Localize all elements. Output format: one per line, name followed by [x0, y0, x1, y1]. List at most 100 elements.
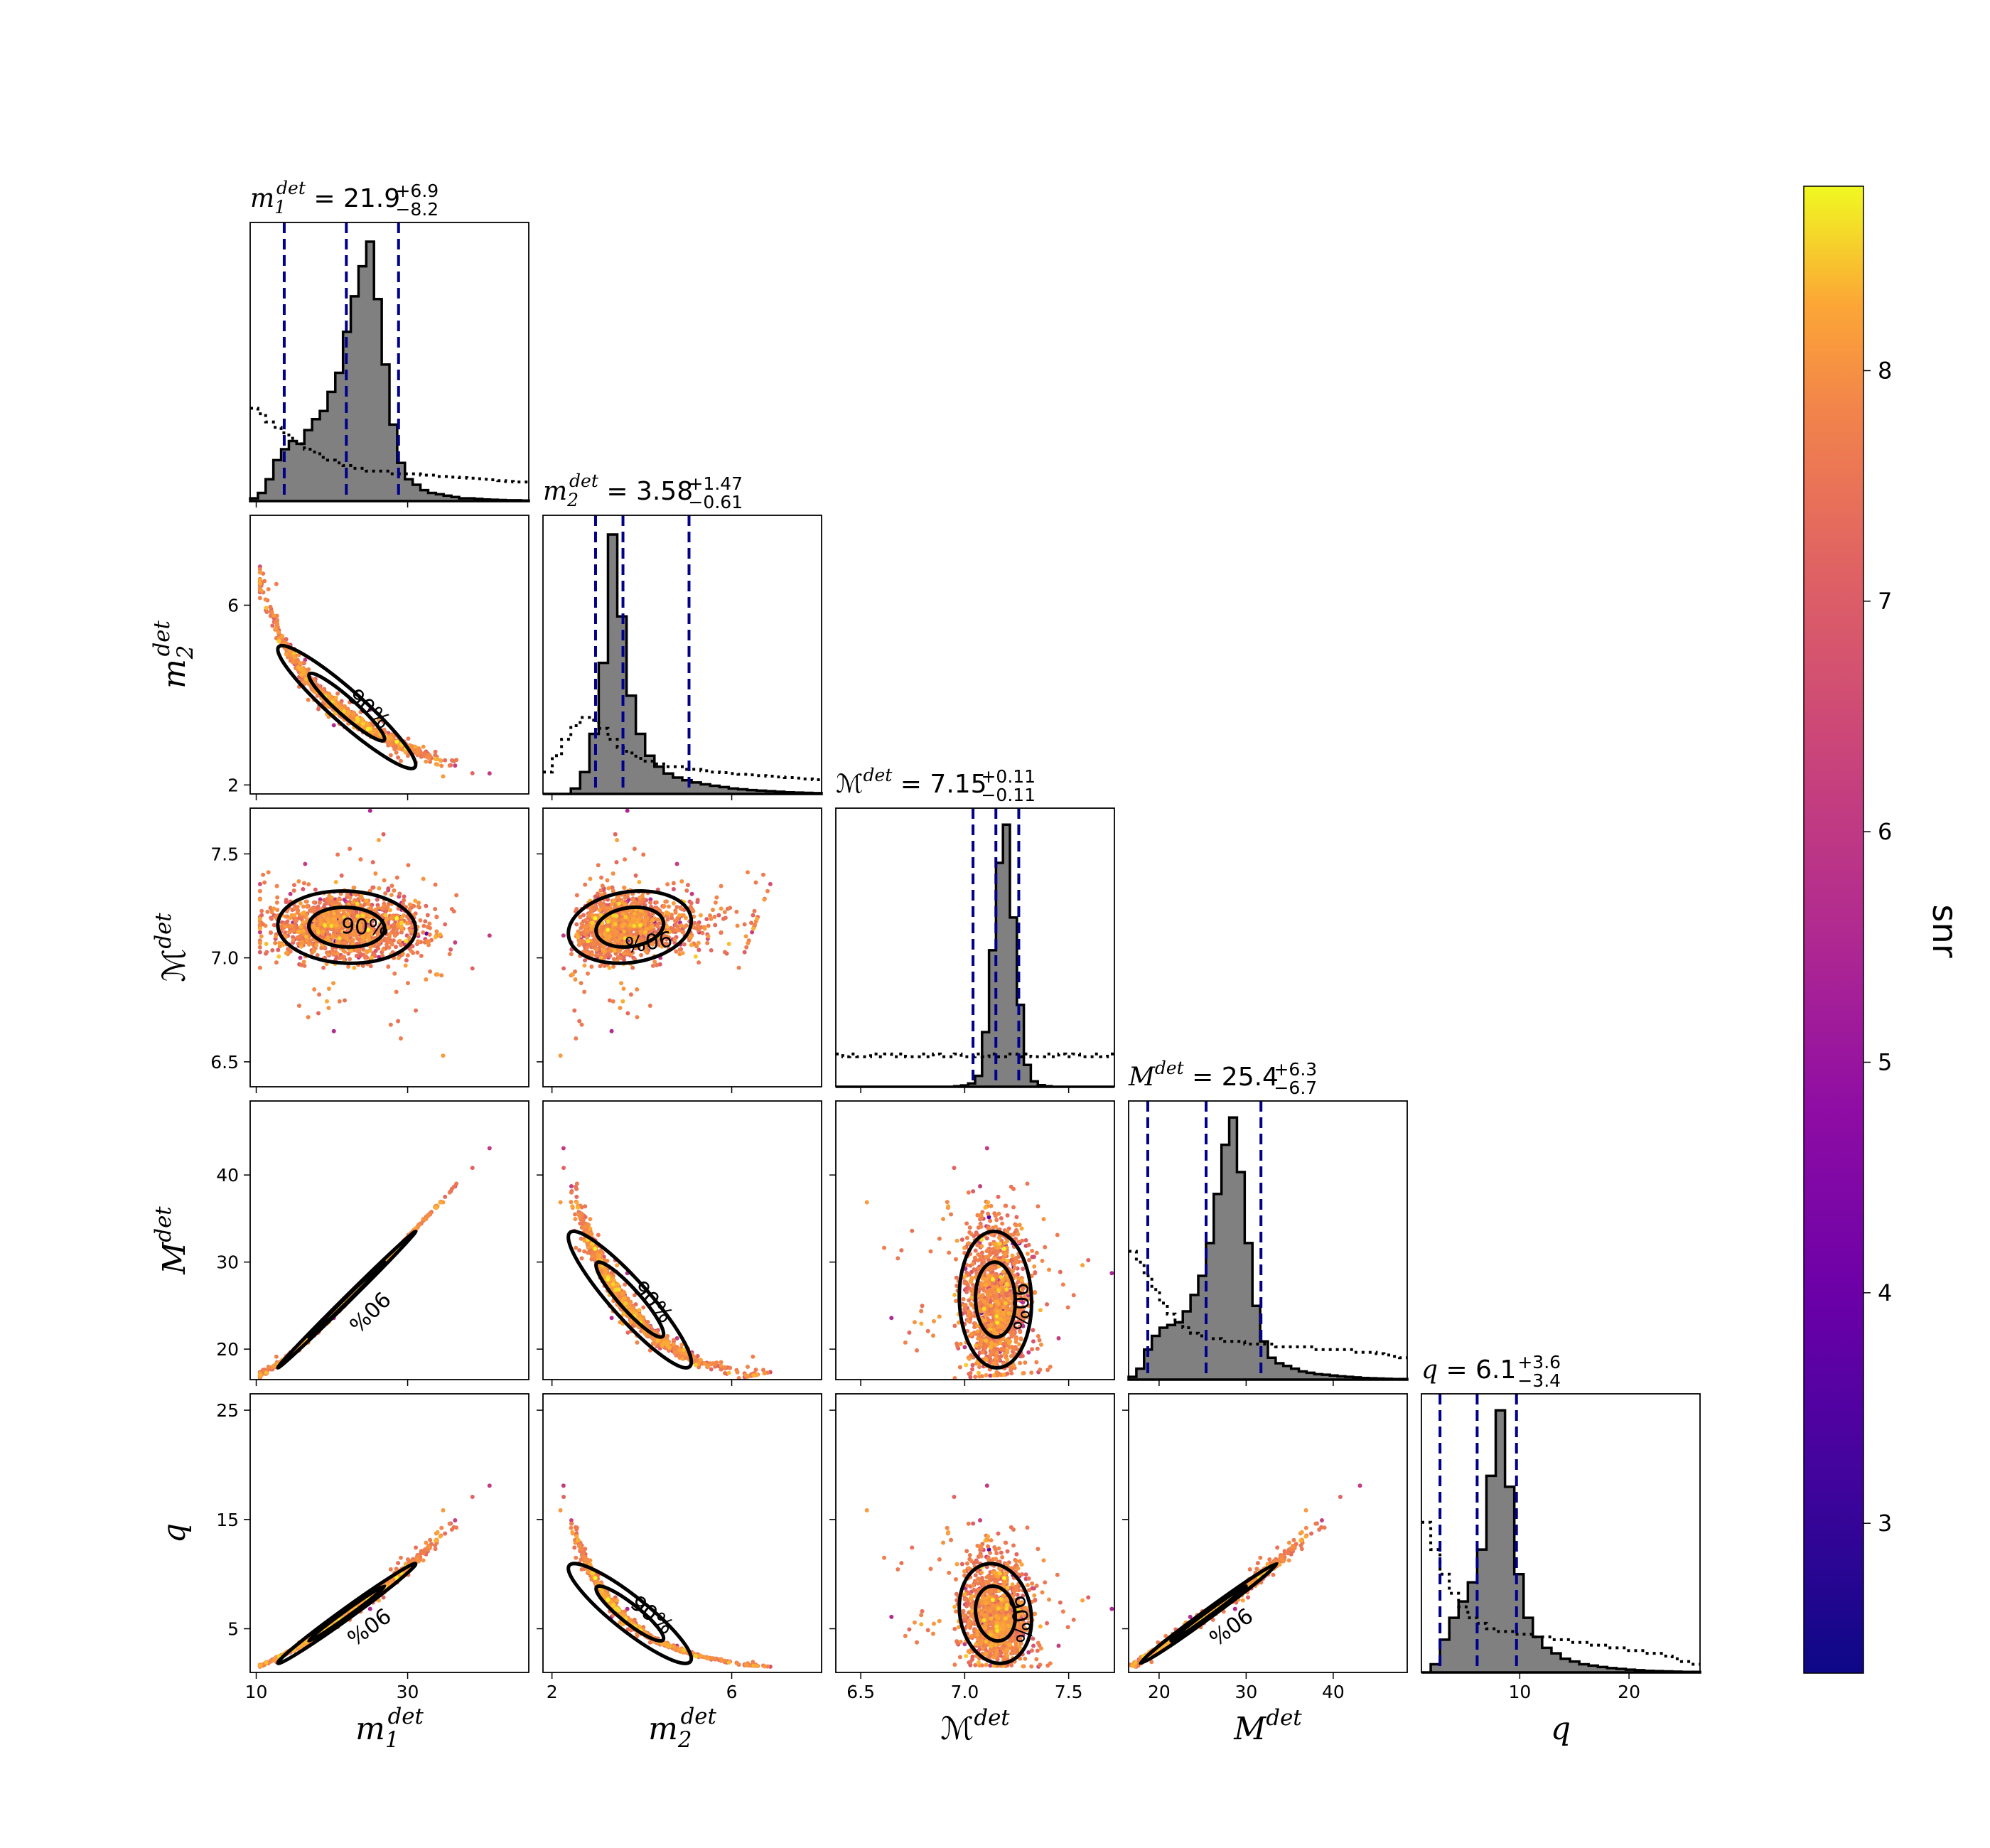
sample-point — [409, 949, 414, 954]
sample-point — [301, 920, 306, 925]
hist-q-frame — [1421, 1393, 1701, 1673]
sample-point — [402, 894, 407, 899]
sample-point — [387, 908, 392, 913]
sample-point — [296, 879, 301, 884]
sample-point — [370, 932, 375, 937]
sample-point — [662, 935, 667, 940]
sample-point — [301, 661, 306, 666]
sample-point — [269, 910, 274, 915]
sample-point — [570, 972, 575, 977]
sample-point — [342, 897, 347, 902]
sample-point — [586, 938, 591, 943]
sample-point — [373, 871, 378, 876]
sample-point — [606, 886, 611, 891]
sample-point — [394, 750, 399, 755]
sample-point — [487, 1146, 492, 1151]
sample-point — [376, 717, 381, 722]
sample-point — [454, 893, 459, 898]
sample-point — [369, 955, 374, 960]
sample-point — [376, 946, 381, 951]
title-plus-M: +6.3 — [1274, 1059, 1317, 1080]
sample-point — [762, 897, 767, 902]
title-M: Mdet = 25.4 — [1128, 1058, 1279, 1092]
sample-point — [595, 891, 600, 896]
sample-point — [331, 981, 336, 986]
sample-point — [283, 924, 288, 929]
sample-point — [291, 650, 296, 655]
sample-point — [700, 930, 705, 935]
title-m1: m1det = 21.9 — [250, 178, 400, 217]
sample-point — [635, 987, 640, 992]
contour-90 — [276, 643, 418, 770]
sample-point — [742, 950, 747, 955]
sample-point — [608, 907, 613, 912]
sample-point — [257, 945, 262, 950]
sample-point — [318, 897, 323, 902]
title-plus-mc: +0.11 — [981, 766, 1036, 787]
sample-point — [343, 998, 348, 1003]
sample-point — [384, 942, 389, 947]
sample-point — [753, 880, 758, 885]
sample-point — [273, 934, 278, 939]
sample-point — [599, 929, 604, 934]
sample-point — [607, 998, 612, 1003]
sample-point — [610, 885, 615, 890]
sample-point — [312, 987, 317, 992]
sample-point — [439, 973, 444, 978]
sample-point — [635, 939, 640, 944]
sample-point — [599, 875, 604, 880]
sample-point — [257, 916, 262, 921]
sample-point — [367, 808, 372, 813]
sample-point — [306, 882, 311, 887]
sample-point — [400, 901, 405, 906]
sample-point — [343, 949, 348, 954]
sample-point — [643, 948, 648, 953]
sample-point — [662, 942, 667, 947]
sample-point — [663, 899, 668, 904]
sample-point — [698, 913, 703, 918]
sample-point — [650, 942, 655, 947]
sample-point — [615, 895, 620, 900]
sample-point — [362, 955, 367, 960]
sample-point — [433, 749, 438, 754]
sample-point — [381, 947, 386, 952]
title-q: q = 6.1 — [1421, 1355, 1516, 1385]
sample-point — [360, 934, 365, 939]
sample-point — [345, 917, 350, 922]
sample-point — [438, 932, 443, 937]
sample-point — [366, 902, 371, 907]
sample-point — [398, 1036, 403, 1041]
sample-point — [705, 940, 710, 945]
sample-point — [655, 907, 660, 912]
sample-point — [303, 657, 308, 662]
sample-point — [389, 883, 394, 888]
title-minus-q: −3.4 — [1517, 1370, 1561, 1391]
sample-point — [275, 895, 280, 900]
sample-point — [257, 581, 262, 586]
sample-point — [316, 1011, 321, 1016]
y-tick-label-m2: 6 — [227, 595, 239, 616]
sample-point — [303, 861, 308, 866]
hist-panel-M: Mdet = 25.4+6.3−6.7 — [1127, 1058, 1409, 1386]
sample-point — [389, 915, 394, 920]
sample-point — [386, 886, 391, 891]
sample-point — [702, 926, 707, 931]
sample-point — [350, 900, 355, 905]
sample-point — [277, 940, 282, 945]
sample-point — [598, 913, 603, 918]
sample-point — [392, 888, 397, 893]
sample-point — [268, 930, 273, 935]
sample-point — [391, 938, 396, 943]
hist-panel-m1: m1det = 21.9+6.9−8.2 — [249, 178, 530, 507]
sample-point — [397, 938, 402, 943]
sample-point — [334, 923, 339, 928]
sample-point — [709, 916, 714, 921]
sample-point — [263, 597, 268, 602]
sample-point — [421, 930, 426, 935]
sample-point — [654, 900, 659, 905]
sample-point — [348, 948, 353, 953]
sample-point — [447, 1190, 452, 1195]
contour-90 — [276, 889, 418, 965]
sample-point — [454, 758, 459, 763]
y-tick-label-mc: 6.5 — [210, 1052, 239, 1073]
